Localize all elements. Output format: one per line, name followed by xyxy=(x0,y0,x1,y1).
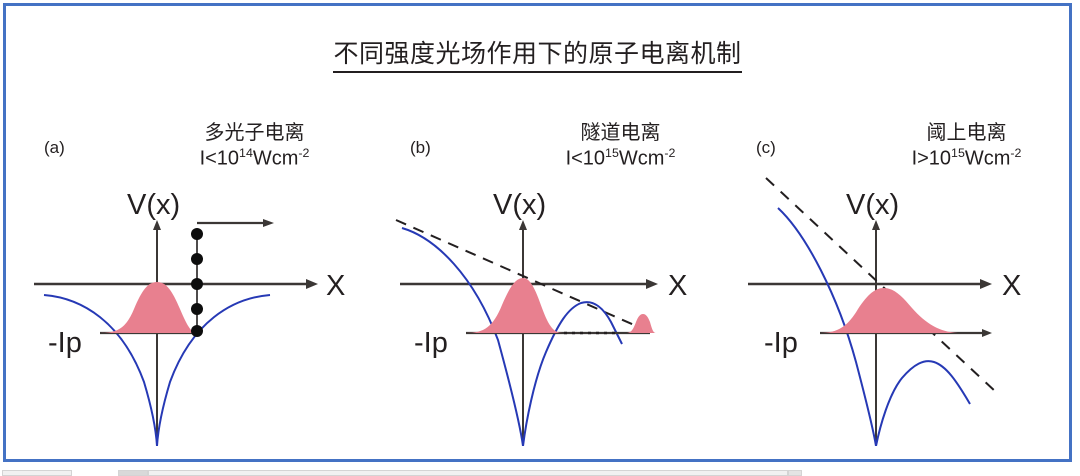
intensity-exponent-b: 15 xyxy=(605,145,619,160)
chrome-fragment-button xyxy=(788,470,802,476)
panel-title-b: 隧道电离 xyxy=(580,122,661,144)
binding-energy-label-b: -Ip xyxy=(414,327,448,359)
chrome-fragment-handle xyxy=(118,470,148,476)
panel-intensity-c: I>1015Wcm-2 xyxy=(854,146,1079,171)
figure-title-text: 不同强度光场作用下的原子电离机制 xyxy=(333,40,742,73)
panel-heading-a: 多光子电离 I<1014Wcm-2 xyxy=(142,122,367,171)
panel-title-c: 阈上电离 xyxy=(926,122,1007,144)
bound-level-arrowhead-c xyxy=(982,329,992,337)
intensity-base-b: I<10 xyxy=(565,147,606,170)
x-axis-label-b: X xyxy=(668,270,687,302)
intensity-unit-b: Wcm xyxy=(618,147,665,170)
x-axis-label-a: X xyxy=(326,270,345,302)
panel-heading-c: 阈上电离 I>1015Wcm-2 xyxy=(854,122,1079,171)
x-axis-arrowhead-c xyxy=(980,279,992,289)
intensity-base-c: I>10 xyxy=(911,147,952,170)
panel-heading-b: 隧道电离 I<1015Wcm-2 xyxy=(508,122,733,171)
electron-escape-arrowhead-a xyxy=(263,219,274,227)
panel-multiphoton-ionization: (a) 多光子电离 I<1014Wcm-2 V(x) X -Ip xyxy=(22,116,372,446)
potential-diagram-a: V(x) X -Ip xyxy=(34,189,345,446)
unit-exponent-a: -2 xyxy=(298,145,310,160)
chrome-fragment-left xyxy=(2,470,72,476)
panel-title-a: 多光子电离 xyxy=(204,122,305,144)
coulomb-potential-barrier-b xyxy=(522,301,623,446)
y-axis-arrowhead-c xyxy=(872,220,880,230)
coulomb-potential-right-a xyxy=(156,294,271,446)
panel-intensity-b: I<1015Wcm-2 xyxy=(508,146,733,171)
intensity-exponent-c: 15 xyxy=(951,145,965,160)
potential-diagram-c: V(x) X -Ip xyxy=(748,177,1021,446)
coulomb-potential-left-c xyxy=(777,207,877,446)
intensity-base-a: I<10 xyxy=(199,147,240,170)
photon-step-dot xyxy=(191,325,203,337)
photon-step-dot xyxy=(191,253,203,265)
laser-field-dashed-line-b xyxy=(395,219,651,333)
binding-energy-label-c: -Ip xyxy=(764,327,798,359)
y-axis-arrowhead-b xyxy=(519,220,527,230)
coulomb-potential-left-b xyxy=(401,227,524,446)
x-axis-label-c: X xyxy=(1002,270,1021,302)
panel-above-threshold-ionization: (c) 阈上电离 I>1015Wcm-2 V(x) X -Ip xyxy=(734,116,1080,446)
panel-letter-b: (b) xyxy=(410,138,431,157)
intensity-unit-c: Wcm xyxy=(964,147,1011,170)
photon-step-dot xyxy=(191,303,203,315)
coulomb-potential-left-a xyxy=(43,294,158,446)
intensity-unit-a: Wcm xyxy=(252,147,299,170)
panel-tunneling-ionization: (b) 隧道电离 I<1015Wcm-2 V(x) X -Ip xyxy=(388,116,738,446)
wavepacket-ground-state-b xyxy=(466,278,563,333)
x-axis-arrowhead-a xyxy=(306,279,318,289)
laser-field-dashed-line-c xyxy=(765,177,997,393)
panel-letter-a: (a) xyxy=(44,138,65,157)
bottom-ui-chrome-fragments xyxy=(0,468,1080,476)
y-axis-label-c: V(x) xyxy=(846,189,899,221)
potential-diagram-b: V(x) X -Ip xyxy=(395,189,687,446)
figure-title: 不同强度光场作用下的原子电离机制 xyxy=(6,34,1069,73)
unit-exponent-c: -2 xyxy=(1010,145,1022,160)
photon-step-dot xyxy=(191,278,203,290)
x-axis-arrowhead-b xyxy=(646,279,658,289)
wavepacket-spreading-c xyxy=(820,288,958,333)
unit-exponent-b: -2 xyxy=(664,145,676,160)
photon-step-dot xyxy=(191,228,203,240)
wavepacket-ground-state-a xyxy=(100,282,197,333)
binding-energy-label-a: -Ip xyxy=(48,327,82,359)
chrome-fragment-bar xyxy=(148,470,788,476)
figure-border-frame: 不同强度光场作用下的原子电离机制 (a) 多光子电离 I<1014Wcm-2 V… xyxy=(3,3,1072,462)
panel-intensity-a: I<1014Wcm-2 xyxy=(142,146,367,171)
y-axis-label-b: V(x) xyxy=(493,189,546,221)
y-axis-arrowhead-a xyxy=(153,220,161,230)
panel-letter-c: (c) xyxy=(756,138,776,157)
intensity-exponent-a: 14 xyxy=(239,145,253,160)
wavepacket-emerged-b xyxy=(626,314,656,333)
coulomb-potential-suppressed-barrier-c xyxy=(875,360,971,446)
y-axis-label-a: V(x) xyxy=(127,189,180,221)
